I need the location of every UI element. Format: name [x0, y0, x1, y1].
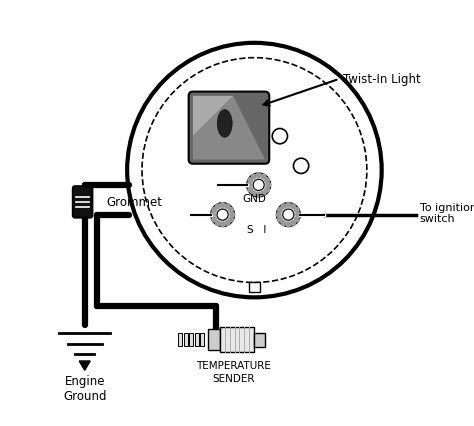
Circle shape	[246, 182, 252, 188]
Circle shape	[272, 129, 288, 144]
Circle shape	[228, 217, 234, 223]
Circle shape	[264, 187, 270, 193]
Circle shape	[229, 212, 235, 218]
Circle shape	[293, 159, 309, 174]
Ellipse shape	[217, 110, 232, 138]
Circle shape	[251, 174, 257, 180]
Circle shape	[198, 129, 213, 144]
Circle shape	[219, 222, 226, 228]
Bar	[178, 334, 182, 346]
FancyBboxPatch shape	[189, 92, 269, 164]
Bar	[189, 334, 193, 346]
Circle shape	[265, 182, 272, 188]
Circle shape	[277, 217, 283, 223]
Circle shape	[225, 221, 230, 227]
Text: GND: GND	[243, 193, 266, 203]
Circle shape	[264, 178, 270, 184]
Circle shape	[219, 202, 226, 208]
Circle shape	[210, 212, 216, 218]
Circle shape	[247, 187, 253, 193]
Bar	[200, 334, 204, 346]
Circle shape	[275, 212, 282, 218]
Circle shape	[211, 207, 217, 213]
Text: Engine
Ground: Engine Ground	[63, 374, 107, 402]
Bar	[195, 334, 199, 346]
Bar	[219, 327, 255, 353]
Polygon shape	[193, 97, 265, 160]
Circle shape	[253, 180, 264, 191]
Polygon shape	[79, 361, 90, 371]
Bar	[255, 333, 265, 347]
Circle shape	[247, 174, 271, 197]
Circle shape	[211, 203, 235, 227]
Bar	[208, 329, 219, 351]
Circle shape	[290, 221, 296, 227]
Circle shape	[215, 204, 221, 210]
Circle shape	[277, 207, 283, 213]
Circle shape	[228, 207, 234, 213]
Circle shape	[285, 222, 292, 228]
Circle shape	[215, 221, 221, 227]
Bar	[249, 282, 259, 293]
Circle shape	[294, 207, 300, 213]
Circle shape	[251, 191, 257, 197]
Text: S   I: S I	[247, 225, 266, 235]
Polygon shape	[193, 97, 233, 137]
Circle shape	[295, 212, 301, 218]
Circle shape	[281, 204, 286, 210]
Text: To ignition
switch: To ignition switch	[420, 202, 474, 224]
Circle shape	[285, 202, 292, 208]
Circle shape	[276, 203, 300, 227]
Bar	[183, 334, 188, 346]
Text: Twist-In Light: Twist-In Light	[344, 73, 421, 86]
Circle shape	[211, 217, 217, 223]
FancyBboxPatch shape	[73, 187, 92, 218]
Circle shape	[281, 221, 286, 227]
Circle shape	[127, 44, 382, 298]
Circle shape	[255, 173, 262, 179]
Circle shape	[261, 174, 266, 180]
Circle shape	[217, 210, 228, 221]
Circle shape	[261, 191, 266, 197]
Text: TEMPERATURE
SENDER: TEMPERATURE SENDER	[196, 360, 271, 383]
Circle shape	[283, 210, 294, 221]
Text: Grommet: Grommet	[106, 196, 162, 209]
Circle shape	[255, 192, 262, 198]
Circle shape	[290, 204, 296, 210]
Circle shape	[294, 217, 300, 223]
Circle shape	[247, 178, 253, 184]
Circle shape	[225, 204, 230, 210]
